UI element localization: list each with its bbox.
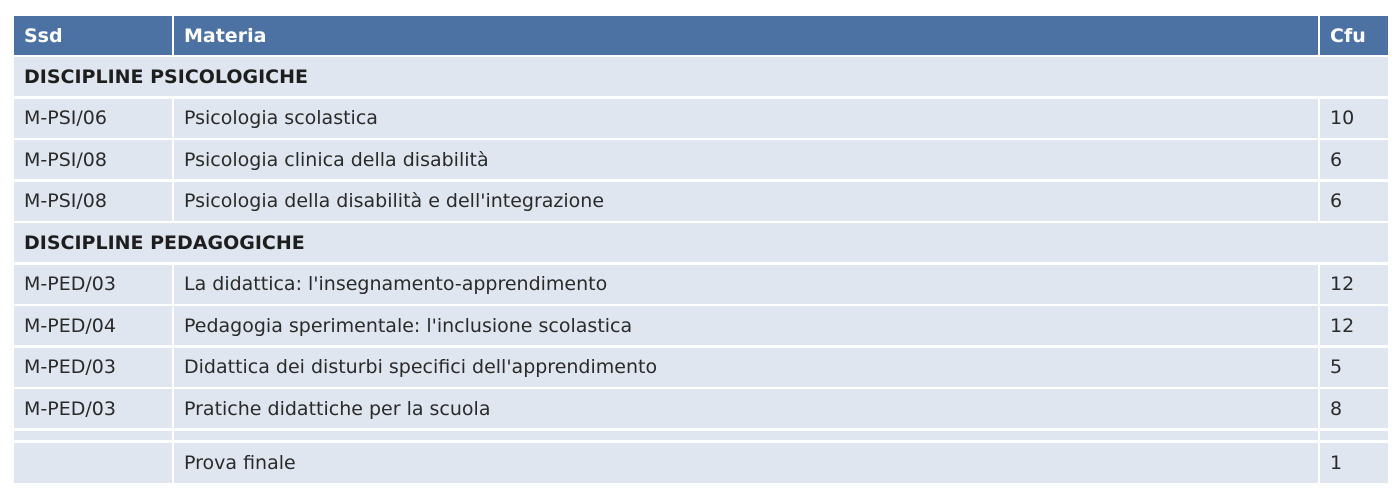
table-cell: M-PED/03 [14,389,172,428]
table-cell: Didattica dei disturbi specifici dell'ap… [174,347,1318,387]
table-cell: 12 [1320,306,1388,345]
table-cell: M-PSI/06 [14,98,172,138]
table-cell: Pedagogia sperimentale: l'inclusione sco… [174,306,1318,345]
table-cell: 12 [1320,264,1388,304]
table-cell: 10 [1320,98,1388,138]
table-cell: Psicologia della disabilità e dell'integ… [174,181,1318,221]
header-cell: Materia [174,16,1318,55]
table-cell: Psicologia clinica della disabilità [174,140,1318,179]
spacer-cell [1320,430,1388,440]
table-cell: M-PED/04 [14,306,172,345]
table-cell: M-PSI/08 [14,140,172,179]
table-cell: 8 [1320,389,1388,428]
table-cell: Psicologia scolastica [174,98,1318,138]
table-cell: 6 [1320,140,1388,179]
table-cell: Prova finale [174,442,1318,483]
table-cell: La didattica: l'insegnamento-apprendimen… [174,264,1318,304]
table-cell: 1 [1320,442,1388,483]
header-cell: Cfu [1320,16,1388,55]
section-title: DISCIPLINE PEDAGOGICHE [14,223,1388,262]
table-cell: M-PED/03 [14,347,172,387]
table-cell: M-PED/03 [14,264,172,304]
spacer-cell [14,430,172,440]
table-cell: 5 [1320,347,1388,387]
spacer-cell [174,430,1318,440]
table-cell: 6 [1320,181,1388,221]
table-cell: M-PSI/08 [14,181,172,221]
section-title: DISCIPLINE PSICOLOGICHE [14,57,1388,96]
table-cell: Pratiche didattiche per la scuola [174,389,1318,428]
header-cell: Ssd [14,16,172,55]
table-cell [14,442,172,483]
